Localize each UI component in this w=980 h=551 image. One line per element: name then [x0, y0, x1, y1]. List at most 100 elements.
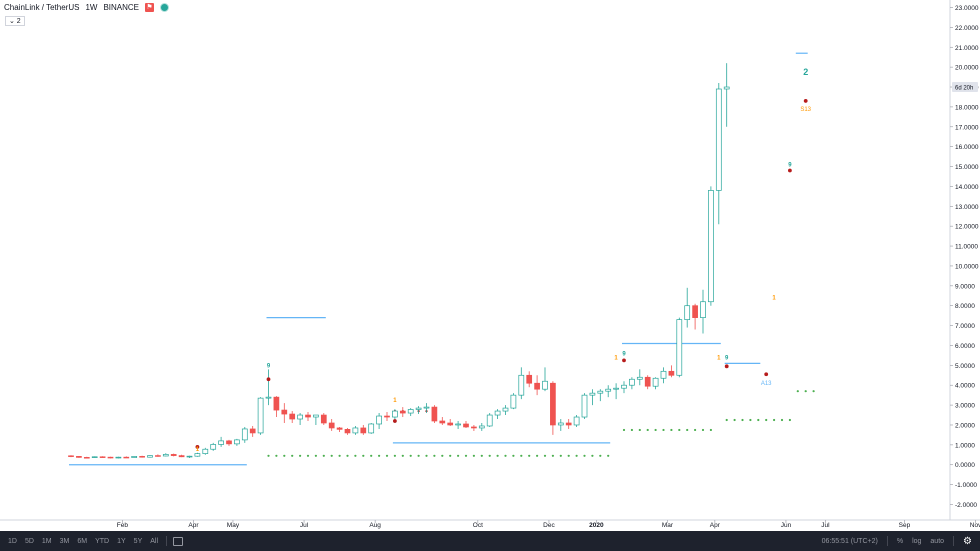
- percent-toggle[interactable]: %: [896, 537, 904, 545]
- candle[interactable]: [518, 374, 525, 396]
- candle[interactable]: [494, 410, 501, 416]
- candle[interactable]: [344, 429, 351, 434]
- candle[interactable]: [526, 374, 533, 384]
- candle[interactable]: [447, 422, 454, 426]
- candle[interactable]: [636, 376, 643, 380]
- candle[interactable]: [83, 457, 90, 459]
- candle[interactable]: [360, 427, 367, 434]
- interval-label[interactable]: 1W: [85, 3, 98, 12]
- candle[interactable]: [155, 455, 161, 457]
- range-button-1d[interactable]: 1D: [8, 537, 17, 545]
- candle[interactable]: [178, 455, 185, 458]
- candle[interactable]: [131, 456, 138, 458]
- range-button-6m[interactable]: 6M: [77, 537, 88, 545]
- candle[interactable]: [399, 410, 406, 414]
- candle[interactable]: [218, 440, 224, 445]
- candle[interactable]: [644, 376, 651, 387]
- candle[interactable]: [241, 428, 248, 441]
- candle[interactable]: [629, 378, 635, 386]
- candle[interactable]: [415, 407, 422, 410]
- range-button-1m[interactable]: 1M: [41, 537, 52, 545]
- candle[interactable]: [297, 414, 303, 420]
- candle[interactable]: [313, 414, 319, 418]
- candle[interactable]: [91, 456, 98, 458]
- candle[interactable]: [147, 455, 153, 458]
- candle[interactable]: [715, 88, 722, 191]
- candle[interactable]: [534, 382, 540, 390]
- candle[interactable]: [281, 409, 288, 415]
- calendar-icon[interactable]: [173, 536, 184, 546]
- candle[interactable]: [376, 415, 382, 425]
- range-button-5y[interactable]: 5Y: [133, 537, 143, 545]
- candle[interactable]: [502, 407, 509, 412]
- candle[interactable]: [170, 454, 177, 456]
- candle[interactable]: [423, 406, 430, 409]
- clock-time[interactable]: 06:55:51 (UTC+2): [821, 537, 878, 545]
- candle[interactable]: [234, 439, 240, 445]
- candle[interactable]: [320, 414, 327, 424]
- candle[interactable]: [407, 409, 414, 414]
- candle[interactable]: [305, 414, 311, 418]
- candle[interactable]: [668, 370, 675, 376]
- range-button-1y[interactable]: 1Y: [117, 537, 126, 545]
- candle[interactable]: [249, 428, 256, 434]
- price-chart[interactable]: -2.0000 -1.0000 0.0000 1.0000 2.0000 3.0000 4.…: [0, 0, 980, 531]
- candle[interactable]: [265, 396, 272, 399]
- candle[interactable]: [471, 426, 477, 429]
- candle[interactable]: [202, 448, 209, 454]
- candle[interactable]: [289, 413, 296, 420]
- candle[interactable]: [186, 455, 193, 458]
- candle[interactable]: [76, 456, 82, 458]
- candle[interactable]: [723, 86, 730, 90]
- range-button-ytd[interactable]: YTD: [95, 537, 110, 545]
- flag-icon[interactable]: ⚑: [145, 3, 155, 12]
- candle[interactable]: [392, 410, 398, 418]
- candle[interactable]: [107, 456, 114, 459]
- candle[interactable]: [463, 423, 469, 428]
- candle[interactable]: [455, 423, 461, 426]
- candle[interactable]: [660, 370, 667, 379]
- log-toggle[interactable]: log: [912, 537, 922, 545]
- candle[interactable]: [565, 422, 572, 426]
- candle[interactable]: [439, 420, 446, 424]
- candle[interactable]: [510, 394, 517, 409]
- indicator-legend-toggle[interactable]: ⌄ 2: [5, 16, 25, 26]
- candle[interactable]: [352, 427, 359, 434]
- candle[interactable]: [676, 319, 683, 376]
- candle[interactable]: [123, 456, 130, 459]
- candle[interactable]: [486, 414, 493, 427]
- candle[interactable]: [99, 456, 106, 458]
- candle[interactable]: [210, 444, 217, 450]
- candle[interactable]: [550, 382, 556, 426]
- candle[interactable]: [700, 301, 706, 318]
- candle[interactable]: [226, 440, 232, 445]
- candle[interactable]: [384, 415, 390, 418]
- candle[interactable]: [257, 397, 264, 434]
- candle[interactable]: [708, 190, 714, 303]
- candle[interactable]: [273, 396, 280, 411]
- candle[interactable]: [68, 455, 74, 457]
- candle[interactable]: [605, 388, 612, 392]
- candle[interactable]: [652, 377, 659, 387]
- candle[interactable]: [328, 422, 335, 429]
- candle[interactable]: [115, 456, 122, 459]
- candle[interactable]: [692, 305, 698, 318]
- candle[interactable]: [194, 453, 201, 457]
- gear-icon[interactable]: ⚙: [963, 535, 972, 547]
- candle[interactable]: [162, 454, 169, 457]
- range-button-all[interactable]: All: [150, 537, 159, 545]
- candle[interactable]: [589, 392, 596, 396]
- candle[interactable]: [139, 456, 145, 458]
- candle[interactable]: [478, 425, 485, 429]
- candle[interactable]: [431, 406, 438, 422]
- candle[interactable]: [368, 423, 375, 434]
- candle[interactable]: [573, 416, 580, 426]
- symbol-title[interactable]: ChainLink / TetherUS: [4, 3, 80, 12]
- candle[interactable]: [621, 384, 627, 389]
- candle[interactable]: [542, 380, 548, 390]
- candle[interactable]: [336, 427, 343, 430]
- candle[interactable]: [581, 394, 588, 418]
- range-button-5d[interactable]: 5D: [24, 537, 34, 545]
- candle[interactable]: [613, 387, 619, 390]
- range-button-3m[interactable]: 3M: [59, 537, 70, 545]
